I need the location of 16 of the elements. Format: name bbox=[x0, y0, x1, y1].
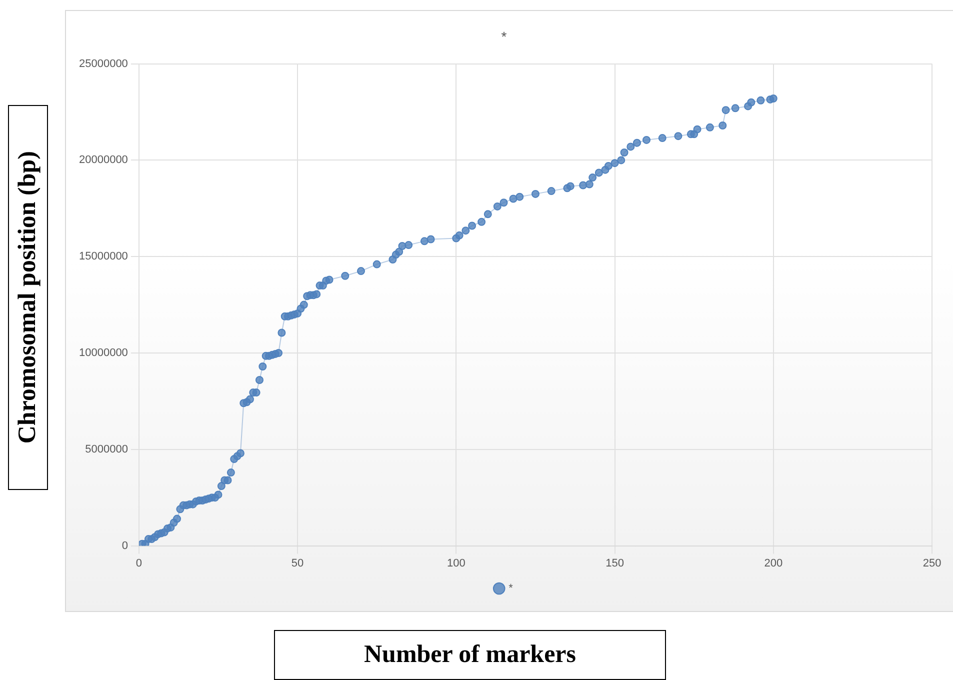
legend-label: * bbox=[508, 582, 514, 595]
x-tick-label: 250 bbox=[922, 557, 942, 570]
y-tick-label: 20000000 bbox=[78, 154, 128, 166]
y-tick-label: 0 bbox=[122, 540, 128, 552]
y-tick-label: 15000000 bbox=[78, 250, 128, 263]
y-tick-label: 5000000 bbox=[85, 443, 128, 456]
x-tick-label: 0 bbox=[136, 557, 142, 570]
x-tick-label: 100 bbox=[446, 557, 466, 570]
x-tick-label: 200 bbox=[764, 557, 783, 570]
y-tick-label: 10000000 bbox=[78, 347, 128, 360]
y-axis-title: Chromosomal position (bp) bbox=[14, 151, 42, 444]
y-tick-label: 25000000 bbox=[78, 58, 128, 70]
x-axis-title: Number of markers bbox=[274, 630, 666, 680]
chart-title: * bbox=[501, 28, 508, 44]
x-tick-label: 150 bbox=[606, 557, 624, 570]
x-tick-label: 50 bbox=[291, 557, 304, 570]
